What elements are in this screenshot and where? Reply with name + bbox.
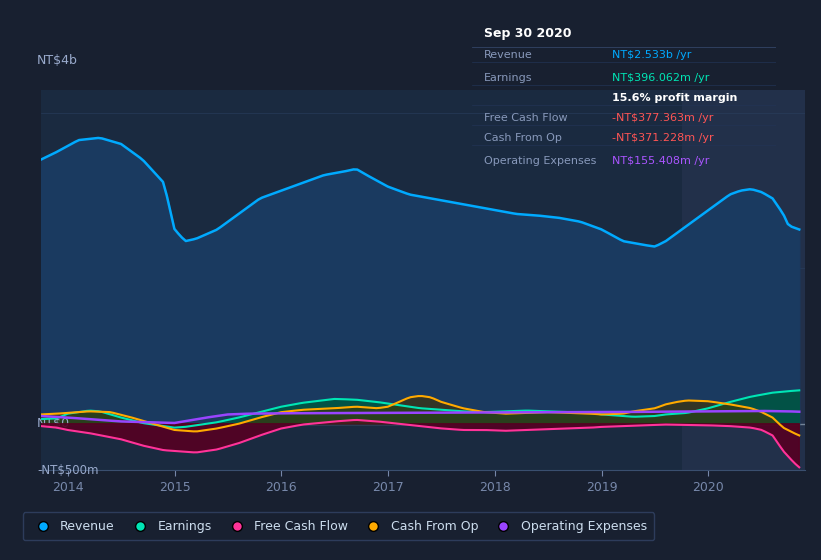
Text: NT$155.408m /yr: NT$155.408m /yr <box>612 156 709 166</box>
Text: Free Cash Flow: Free Cash Flow <box>484 113 568 123</box>
Text: Cash From Op: Cash From Op <box>484 133 562 143</box>
Text: NT$4b: NT$4b <box>37 54 78 67</box>
Text: -NT$500m: -NT$500m <box>37 464 99 477</box>
Text: Operating Expenses: Operating Expenses <box>484 156 597 166</box>
Text: NT$0: NT$0 <box>37 417 71 430</box>
Text: -NT$377.363m /yr: -NT$377.363m /yr <box>612 113 713 123</box>
Text: -NT$371.228m /yr: -NT$371.228m /yr <box>612 133 713 143</box>
Legend: Revenue, Earnings, Free Cash Flow, Cash From Op, Operating Expenses: Revenue, Earnings, Free Cash Flow, Cash … <box>23 512 654 540</box>
Text: NT$396.062m /yr: NT$396.062m /yr <box>612 73 709 83</box>
Text: Earnings: Earnings <box>484 73 533 83</box>
Text: NT$2.533b /yr: NT$2.533b /yr <box>612 50 691 60</box>
Text: Revenue: Revenue <box>484 50 533 60</box>
Text: Sep 30 2020: Sep 30 2020 <box>484 27 571 40</box>
Text: 15.6% profit margin: 15.6% profit margin <box>612 94 737 103</box>
Bar <box>681 90 805 470</box>
